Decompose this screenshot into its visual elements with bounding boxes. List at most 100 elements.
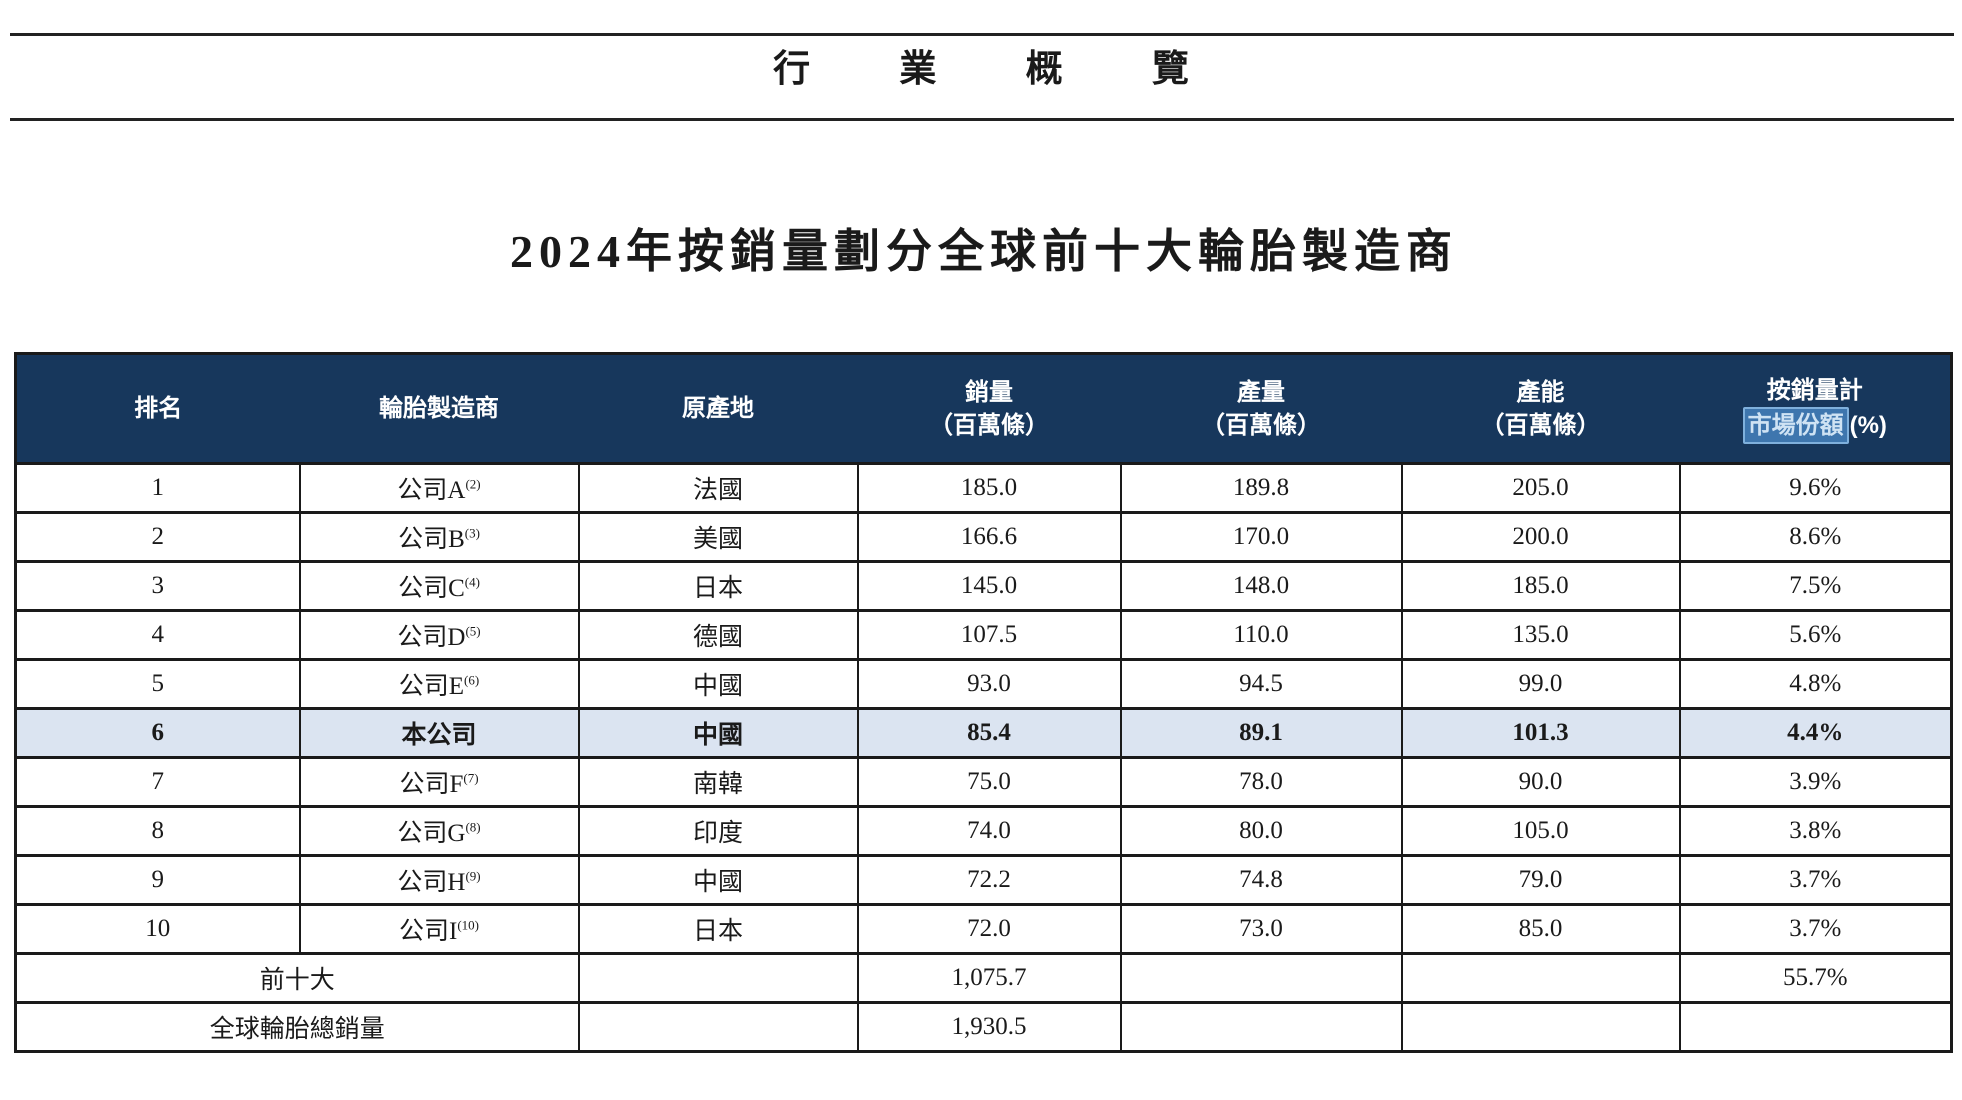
share-cell: 8.6%	[1678, 511, 1953, 563]
capacity-cell: 90.0	[1400, 756, 1681, 808]
rank-cell: 2	[14, 511, 301, 563]
col-header-production: 產量 （百萬條）	[1120, 353, 1402, 465]
origin-cell: 德國	[577, 609, 859, 661]
production-cell: 74.8	[1119, 854, 1403, 906]
table-row: 7 公司F(7) 南韓 75.0 78.0 90.0 3.9%	[14, 756, 1953, 808]
origin-cell	[577, 952, 859, 1004]
production-cell: 148.0	[1119, 560, 1403, 612]
share-cell: 3.8%	[1678, 805, 1953, 857]
share-cell: 7.5%	[1678, 560, 1953, 612]
production-cell: 170.0	[1119, 511, 1403, 563]
rank-cell: 7	[14, 756, 301, 808]
sales-cell: 72.2	[856, 854, 1122, 906]
production-cell: 110.0	[1119, 609, 1403, 661]
table-row: 2 公司B(3) 美國 166.6 170.0 200.0 8.6%	[14, 511, 1953, 563]
col-header-capacity: 產能 （百萬條）	[1401, 353, 1680, 465]
sales-cell: 75.0	[856, 756, 1122, 808]
table-title: 2024年按銷量劃分全球前十大輪胎製造商	[510, 226, 1458, 277]
col-header-rank: 排名	[15, 353, 300, 465]
col-header-market-share: 按銷量計 市場份額 (%)	[1679, 353, 1952, 465]
share-cell: 9.6%	[1678, 462, 1953, 514]
origin-cell: 法國	[577, 462, 859, 514]
sales-cell: 185.0	[856, 462, 1122, 514]
sales-cell: 1,075.7	[856, 952, 1122, 1004]
rank-cell: 4	[14, 609, 301, 661]
summary-label-cell: 全球輪胎總銷量	[14, 1001, 580, 1053]
sales-cell: 74.0	[856, 805, 1122, 857]
sales-cell: 166.6	[856, 511, 1122, 563]
top10-manufacturers-table: 排名 輪胎製造商 原產地 銷量 （百萬條） 產量 （百萬條） 產能 （百萬條） …	[14, 352, 1953, 1053]
origin-cell: 中國	[577, 854, 859, 906]
company-cell: 公司E(6)	[298, 658, 580, 710]
share-cell: 4.8%	[1678, 658, 1953, 710]
company-cell: 公司C(4)	[298, 560, 580, 612]
capacity-cell: 135.0	[1400, 609, 1681, 661]
capacity-cell	[1400, 952, 1681, 1004]
col-header-production-line2: （百萬條）	[1201, 411, 1321, 439]
col-header-sales-line2: （百萬條）	[929, 411, 1049, 439]
col-header-share-line2: 市場份額 (%)	[1680, 406, 1951, 444]
col-header-sales-line1: 銷量	[965, 378, 1013, 406]
footnote-ref: (3)	[464, 525, 480, 541]
table-row: 1 公司A(2) 法國 185.0 189.8 205.0 9.6%	[14, 462, 1953, 514]
production-cell: 73.0	[1119, 903, 1403, 955]
capacity-cell: 200.0	[1400, 511, 1681, 563]
company-cell: 公司B(3)	[298, 511, 580, 563]
footnote-ref: (5)	[465, 623, 481, 639]
sales-cell: 72.0	[856, 903, 1122, 955]
header-rule-bottom	[10, 118, 1954, 121]
production-cell: 80.0	[1119, 805, 1403, 857]
origin-cell: 南韓	[577, 756, 859, 808]
col-header-production-line1: 產量	[1237, 378, 1285, 406]
company-cell: 公司F(7)	[298, 756, 580, 808]
rank-cell: 9	[14, 854, 301, 906]
share-cell: 5.6%	[1678, 609, 1953, 661]
sales-cell: 1,930.5	[856, 1001, 1122, 1053]
company-cell: 公司G(8)	[298, 805, 580, 857]
table-row: 9 公司H(9) 中國 72.2 74.8 79.0 3.7%	[14, 854, 1953, 906]
col-header-origin: 原產地	[578, 353, 858, 465]
col-header-sales: 銷量 （百萬條）	[857, 353, 1121, 465]
table-row: 6 本公司 中國 85.4 89.1 101.3 4.4%	[14, 707, 1953, 759]
page-title: 行 業 概 覽	[773, 49, 1229, 90]
sales-cell: 85.4	[856, 707, 1122, 759]
production-cell: 94.5	[1119, 658, 1403, 710]
production-cell	[1119, 952, 1403, 1004]
capacity-cell: 185.0	[1400, 560, 1681, 612]
rank-cell: 10	[14, 903, 301, 955]
footnote-ref: (7)	[463, 770, 479, 786]
origin-cell: 中國	[577, 658, 859, 710]
rank-cell: 8	[14, 805, 301, 857]
summary-row: 全球輪胎總銷量 1,930.5	[14, 1001, 1953, 1053]
table-body: 1 公司A(2) 法國 185.0 189.8 205.0 9.6% 2 公司B(3) 美國 166…	[14, 462, 1953, 1053]
capacity-cell: 101.3	[1400, 707, 1681, 759]
share-percent-suffix: (%)	[1849, 411, 1887, 439]
production-cell: 78.0	[1119, 756, 1403, 808]
col-header-manufacturer: 輪胎製造商	[299, 353, 579, 465]
footnote-ref: (4)	[464, 574, 480, 590]
rank-cell: 3	[14, 560, 301, 612]
company-cell: 公司H(9)	[298, 854, 580, 906]
capacity-cell: 105.0	[1400, 805, 1681, 857]
share-cell: 3.9%	[1678, 756, 1953, 808]
rank-cell: 1	[14, 462, 301, 514]
summary-label-cell: 前十大	[14, 952, 580, 1004]
share-cell: 3.7%	[1678, 854, 1953, 906]
summary-row: 前十大 1,075.7 55.7%	[14, 952, 1953, 1004]
table-row: 10 公司I(10) 日本 72.0 73.0 85.0 3.7%	[14, 903, 1953, 955]
origin-cell: 美國	[577, 511, 859, 563]
rank-cell: 5	[14, 658, 301, 710]
share-cell: 4.4%	[1678, 707, 1953, 759]
table-header-row: 排名 輪胎製造商 原產地 銷量 （百萬條） 產量 （百萬條） 產能 （百萬條） …	[15, 353, 1952, 465]
capacity-cell: 99.0	[1400, 658, 1681, 710]
origin-cell: 印度	[577, 805, 859, 857]
col-header-share-line1: 按銷量計	[1766, 376, 1863, 404]
production-cell	[1119, 1001, 1403, 1053]
origin-cell: 中國	[577, 707, 859, 759]
footnote-ref: (8)	[465, 819, 481, 835]
capacity-cell: 79.0	[1400, 854, 1681, 906]
origin-cell	[577, 1001, 859, 1053]
col-header-capacity-line2: （百萬條）	[1480, 411, 1601, 439]
production-cell: 89.1	[1119, 707, 1403, 759]
footnote-ref: (10)	[457, 917, 479, 933]
